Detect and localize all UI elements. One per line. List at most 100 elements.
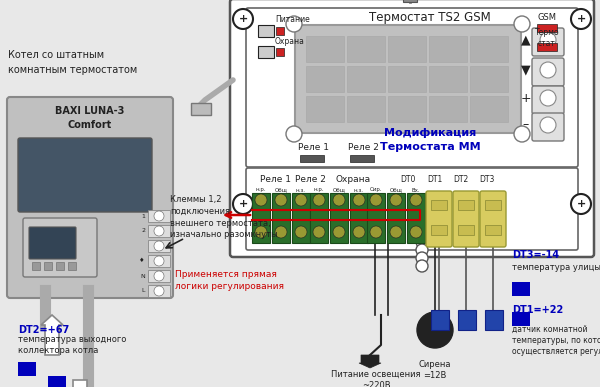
Circle shape [540, 32, 556, 48]
Text: Питание: Питание [275, 15, 310, 24]
Text: DT3=-14: DT3=-14 [512, 250, 559, 260]
Bar [388, 66, 426, 92]
Bar [347, 36, 385, 62]
Bar [148, 210, 170, 222]
Bar [407, 193, 425, 243]
Circle shape [154, 256, 164, 266]
FancyBboxPatch shape [246, 8, 578, 167]
FancyArrow shape [41, 315, 63, 355]
Bar [347, 66, 385, 92]
Text: датчик комнатной
температуры, по которому
осуществляется регулирование: датчик комнатной температуры, по котором… [512, 325, 600, 356]
Bar [367, 193, 385, 243]
Text: Общ: Общ [389, 187, 403, 192]
Text: N: N [140, 274, 145, 279]
Text: DT1=+22: DT1=+22 [512, 305, 563, 315]
Text: Сирена
=12В: Сирена =12В [419, 360, 451, 380]
Text: Общ: Общ [275, 187, 287, 192]
FancyBboxPatch shape [23, 218, 97, 277]
Circle shape [255, 194, 267, 206]
Circle shape [255, 226, 267, 238]
Text: Термо
стат: Термо стат [535, 28, 559, 48]
FancyBboxPatch shape [7, 97, 173, 298]
Bar [431, 200, 447, 210]
Bar [300, 155, 324, 162]
Bar [148, 225, 170, 237]
Text: н.р.: н.р. [256, 187, 266, 192]
Bar [429, 66, 467, 92]
Text: н.р.: н.р. [314, 187, 325, 192]
Bar [470, 96, 508, 122]
Bar [292, 193, 310, 243]
Bar [458, 200, 474, 210]
Text: Модификация
Термостата ММ: Модификация Термостата ММ [380, 128, 481, 152]
Text: DT2=+67: DT2=+67 [18, 325, 69, 335]
FancyBboxPatch shape [532, 86, 564, 114]
Text: DT2: DT2 [454, 175, 469, 185]
Bar [388, 36, 426, 62]
Circle shape [353, 226, 365, 238]
Circle shape [154, 241, 164, 251]
Text: 2: 2 [141, 228, 145, 233]
Bar [48, 376, 66, 387]
Text: Сир.: Сир. [370, 187, 382, 192]
Text: +: + [238, 14, 248, 24]
Circle shape [353, 194, 365, 206]
Text: Клеммы 1,2
подключения
внешнего термостата,
изначально разомкнуты: Клеммы 1,2 подключения внешнего термоста… [170, 195, 278, 240]
Circle shape [233, 9, 253, 29]
Circle shape [390, 226, 402, 238]
Text: Реле 1: Реле 1 [260, 175, 290, 185]
Text: DT0: DT0 [400, 175, 416, 185]
FancyBboxPatch shape [230, 0, 594, 257]
Bar [191, 103, 211, 115]
Bar [485, 200, 501, 210]
Bar [512, 282, 530, 296]
Text: 1: 1 [141, 214, 145, 219]
Text: Реле 2: Реле 2 [347, 144, 379, 152]
Bar [458, 225, 474, 235]
Text: н.з.: н.з. [354, 187, 364, 192]
Circle shape [313, 194, 325, 206]
Text: ♦: ♦ [139, 259, 145, 264]
Bar [470, 66, 508, 92]
Bar [148, 255, 170, 267]
Circle shape [333, 194, 345, 206]
Text: Реле 2: Реле 2 [295, 175, 325, 185]
Bar [347, 96, 385, 122]
Circle shape [233, 194, 253, 214]
FancyBboxPatch shape [532, 58, 564, 86]
Bar [470, 36, 508, 62]
Circle shape [571, 9, 591, 29]
Text: ▲: ▲ [521, 34, 531, 46]
FancyBboxPatch shape [453, 191, 479, 247]
Circle shape [390, 194, 402, 206]
Circle shape [154, 211, 164, 221]
Circle shape [154, 286, 164, 296]
Circle shape [410, 226, 422, 238]
Bar [252, 193, 270, 243]
Bar [306, 36, 344, 62]
Circle shape [286, 126, 302, 142]
Circle shape [333, 226, 345, 238]
Text: –: – [523, 118, 529, 132]
Text: Термостат TS2 GSM: Термостат TS2 GSM [369, 12, 491, 24]
Bar [512, 312, 530, 326]
Circle shape [416, 236, 428, 248]
Text: L: L [142, 288, 145, 293]
Text: Применяется прямая
логики регулирования: Применяется прямая логики регулирования [175, 270, 284, 291]
FancyBboxPatch shape [246, 168, 578, 250]
Bar [44, 262, 52, 270]
Text: Охрана: Охрана [275, 38, 305, 46]
Circle shape [275, 194, 287, 206]
FancyArrow shape [359, 355, 381, 368]
Bar [258, 46, 274, 58]
Bar [148, 285, 170, 297]
Bar [431, 310, 449, 330]
Bar [388, 96, 426, 122]
Bar [387, 193, 405, 243]
Text: комнатным термостатом: комнатным термостатом [8, 65, 137, 75]
Bar [458, 310, 476, 330]
Text: Вх.: Вх. [412, 187, 421, 192]
Text: температура улицы: температура улицы [512, 264, 600, 272]
Bar [310, 193, 328, 243]
Bar [431, 225, 447, 235]
